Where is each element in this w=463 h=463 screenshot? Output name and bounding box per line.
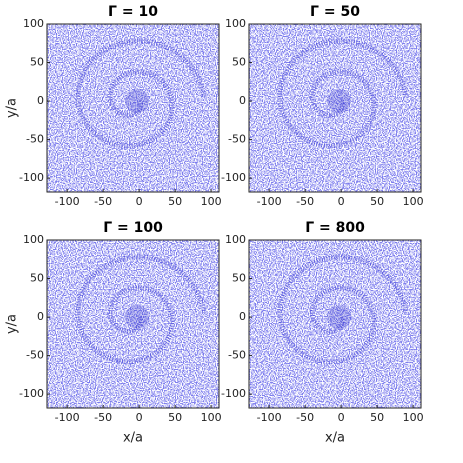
x-tick-label: 100 bbox=[201, 195, 222, 208]
panel-title: Γ = 50 bbox=[310, 4, 360, 20]
panel: -100 -50 0 50 100 100 50 0 -50 -100 Γ = 10 y/a bbox=[5, 4, 222, 208]
x-tick-label: 0 bbox=[338, 195, 345, 208]
x-tick-label: 50 bbox=[168, 195, 182, 208]
y-tick-label: 0 bbox=[239, 310, 246, 323]
x-axis-label: x/a bbox=[325, 431, 345, 446]
x-tick-label: -50 bbox=[94, 411, 112, 424]
frame bbox=[46, 23, 220, 193]
y-axis-label: y/a bbox=[5, 314, 20, 334]
x-tick-label: 0 bbox=[136, 411, 143, 424]
x-tick-label: -100 bbox=[257, 195, 282, 208]
x-tick-label: -50 bbox=[94, 195, 112, 208]
y-tick-label: 50 bbox=[30, 272, 44, 285]
y-tick-label: 50 bbox=[232, 56, 246, 69]
y-tick-label: -100 bbox=[19, 387, 44, 400]
x-tick-label: 100 bbox=[201, 411, 222, 424]
y-tick-label: 100 bbox=[23, 233, 44, 246]
panel-title: Γ = 100 bbox=[103, 220, 163, 236]
point-cloud bbox=[47, 24, 219, 192]
panel-title: Γ = 800 bbox=[305, 220, 365, 236]
panel: -100 -50 0 50 100 100 50 0 -50 -100 Γ = 50 bbox=[221, 4, 424, 208]
y-tick-label: -100 bbox=[221, 387, 246, 400]
y-tick-label: -50 bbox=[228, 133, 246, 146]
y-tick-label: 50 bbox=[30, 56, 44, 69]
spiral-texture bbox=[277, 254, 409, 365]
x-tick-label: -100 bbox=[257, 411, 282, 424]
y-tick-label: -100 bbox=[19, 171, 44, 184]
spiral-texture bbox=[75, 38, 207, 149]
x-tick-label: 50 bbox=[370, 411, 384, 424]
frame bbox=[248, 239, 422, 409]
point-cloud bbox=[47, 240, 219, 408]
y-tick-label: 0 bbox=[239, 94, 246, 107]
x-tick-label: 50 bbox=[168, 411, 182, 424]
y-tick-label: -50 bbox=[26, 133, 44, 146]
x-tick-label: 100 bbox=[403, 411, 424, 424]
x-tick-label: 0 bbox=[338, 411, 345, 424]
y-tick-label: -50 bbox=[228, 349, 246, 362]
point-cloud bbox=[249, 240, 421, 408]
frame bbox=[248, 23, 422, 193]
y-axis-label: y/a bbox=[5, 98, 20, 118]
panel: -100 -50 0 50 100 100 50 0 -50 -100 Γ = 100 y/a x/a bbox=[5, 220, 222, 446]
x-tick-label: 0 bbox=[136, 195, 143, 208]
y-tick-label: -50 bbox=[26, 349, 44, 362]
frame bbox=[46, 239, 220, 409]
panel: -100 -50 0 50 100 100 50 0 -50 -100 Γ = 800 x/a bbox=[221, 220, 424, 446]
core-texture bbox=[125, 305, 150, 330]
y-tick-label: 100 bbox=[225, 233, 246, 246]
y-tick-label: 0 bbox=[37, 310, 44, 323]
panel-title: Γ = 10 bbox=[108, 4, 158, 20]
core-texture bbox=[327, 305, 352, 330]
spiral-texture bbox=[277, 38, 409, 149]
x-tick-label: -50 bbox=[296, 411, 314, 424]
y-tick-label: 50 bbox=[232, 272, 246, 285]
x-tick-label: -50 bbox=[296, 195, 314, 208]
spiral-texture bbox=[75, 254, 207, 365]
y-tick-label: 100 bbox=[225, 17, 246, 30]
x-tick-label: -100 bbox=[55, 411, 80, 424]
point-cloud bbox=[249, 24, 421, 192]
y-tick-label: 0 bbox=[37, 94, 44, 107]
y-tick-label: 100 bbox=[23, 17, 44, 30]
y-tick-label: -100 bbox=[221, 171, 246, 184]
x-tick-label: 100 bbox=[403, 195, 424, 208]
x-axis-label: x/a bbox=[123, 431, 143, 446]
core-texture bbox=[327, 89, 352, 114]
core-texture bbox=[125, 89, 150, 114]
x-tick-label: -100 bbox=[55, 195, 80, 208]
x-tick-label: 50 bbox=[370, 195, 384, 208]
